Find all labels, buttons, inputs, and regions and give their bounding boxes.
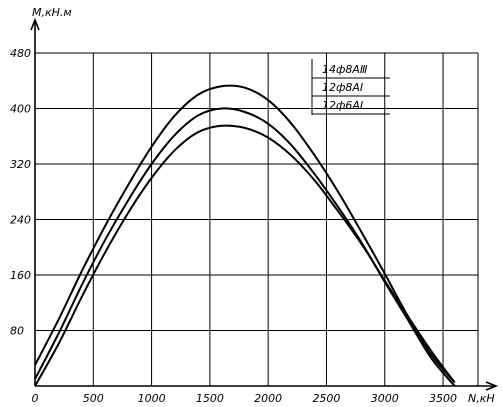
- series-lines: [34, 84, 456, 387]
- y-tick-label: 80: [10, 325, 24, 338]
- series-line-3: [34, 124, 456, 387]
- legend: 14ф8АⅢ 12ф8АⅠ 12ф6АⅠ: [311, 59, 390, 115]
- legend-label-3: 12ф6АⅠ: [322, 99, 363, 112]
- x-tick-label: 500: [83, 392, 104, 405]
- x-tick-label: 3000: [371, 392, 399, 405]
- legend-label-2: 12ф8АⅠ: [322, 81, 363, 94]
- x-tick-label: 1000: [138, 392, 166, 405]
- y-tick-label: 400: [10, 103, 31, 116]
- y-axis-arrow: [30, 17, 40, 31]
- x-axis-arrow: [485, 381, 499, 391]
- axes: [30, 17, 499, 391]
- x-axis-label: N,кН: [468, 392, 495, 405]
- tick-labels: 80 160 240 320 400 480 0 500 1000 1500 2000 2500 300…: [10, 47, 457, 405]
- x-tick-label: 2000: [254, 392, 282, 405]
- grid: [35, 52, 479, 386]
- y-tick-label: 160: [10, 269, 31, 282]
- x-tick-label: 1500: [196, 392, 224, 405]
- y-tick-label: 480: [10, 47, 31, 60]
- legend-label-1: 14ф8АⅢ: [322, 63, 368, 76]
- y-tick-label: 240: [10, 214, 31, 227]
- x-tick-label: 2500: [312, 392, 340, 405]
- y-axis-label: М,кН.м: [32, 6, 72, 19]
- y-tick-label: 320: [10, 158, 31, 171]
- series-line-1: [34, 84, 456, 384]
- series-line-2: [34, 107, 456, 387]
- x-tick-label: 0: [32, 392, 39, 405]
- x-tick-label: 3500: [429, 392, 457, 405]
